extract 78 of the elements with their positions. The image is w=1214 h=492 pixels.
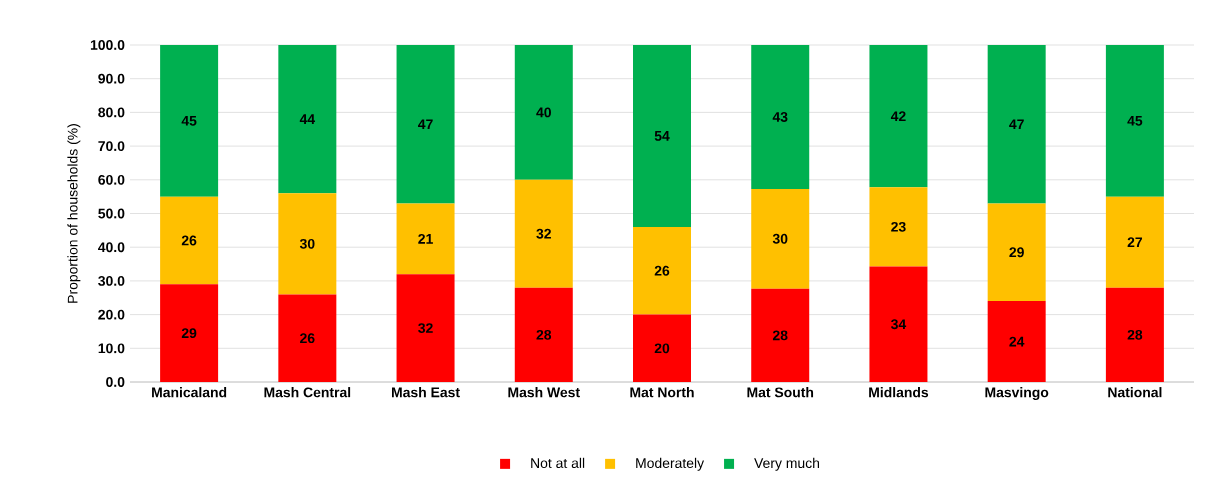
legend-label: Not at all (531, 457, 585, 468)
bar (1105, 196, 1164, 288)
y-tick-label: 50.0 (98, 208, 125, 219)
x-tick-label: Mat North (630, 387, 694, 398)
bar (514, 45, 573, 180)
data-label: 28 (1127, 329, 1143, 340)
data-label: 28 (536, 329, 552, 340)
x-tick-label: Manicaland (152, 387, 227, 398)
data-label: 26 (300, 333, 315, 344)
legend-label: Moderately (636, 457, 705, 471)
bar (987, 301, 1046, 382)
data-label: 40 (536, 107, 551, 118)
data-label: 21 (418, 233, 433, 244)
y-tick-label: 40.0 (98, 242, 125, 253)
bar (633, 314, 691, 382)
data-label: 47 (1009, 119, 1024, 129)
y-tick-label: 30.0 (98, 275, 125, 286)
data-label: 34 (891, 319, 907, 330)
bar (278, 294, 337, 382)
y-tick-label: 60.0 (98, 174, 125, 185)
y-tick-label: 70.0 (98, 141, 125, 152)
bar (987, 203, 1046, 302)
data-label: 24 (1009, 336, 1025, 347)
bar (751, 188, 810, 289)
bar (278, 193, 337, 295)
bar (751, 288, 810, 382)
data-label: 23 (891, 221, 906, 232)
data-label: 44 (299, 114, 316, 124)
x-tick-label: Mat South (747, 387, 814, 398)
y-tick-label: 20.0 (98, 309, 125, 320)
bar (869, 45, 928, 188)
y-tick-label: 80.0 (98, 107, 125, 118)
data-label: 29 (1009, 247, 1024, 258)
bar (869, 266, 928, 382)
data-label: 32 (418, 323, 433, 334)
bar (396, 45, 455, 204)
y-tick-label: 0.0 (106, 377, 125, 387)
bar (160, 284, 219, 382)
x-tick-label: Mash Central (264, 387, 351, 398)
x-tick-label: National (1108, 387, 1162, 398)
bar (396, 274, 455, 382)
data-label: 28 (772, 330, 788, 341)
data-label: 54 (654, 131, 670, 141)
bar (278, 45, 337, 194)
data-label: 27 (1127, 237, 1143, 248)
bar (987, 45, 1046, 204)
data-label: 47 (418, 119, 433, 129)
data-label: 29 (181, 328, 197, 339)
y-tick-label: 100.0 (90, 40, 125, 50)
y-tick-label: 10.0 (98, 343, 125, 354)
data-label: 42 (890, 111, 906, 121)
bar (1105, 45, 1164, 197)
data-label: 43 (772, 112, 788, 122)
bar (633, 226, 691, 315)
data-label: 26 (181, 235, 197, 246)
bar (514, 179, 573, 288)
x-tick-label: Mash West (508, 387, 580, 398)
bar (751, 45, 810, 189)
y-axis-title: Proportion of households (%) (67, 124, 81, 303)
x-tick-label: Masvingo (985, 387, 1049, 401)
data-label: 45 (181, 115, 197, 126)
bar (1105, 287, 1164, 382)
bar (396, 203, 455, 275)
data-label: 30 (772, 233, 788, 244)
data-label: 45 (1127, 115, 1143, 126)
data-label: 20 (654, 343, 670, 354)
y-tick-label: 90.0 (98, 73, 125, 84)
bar (160, 45, 219, 197)
legend-label: Very much (754, 457, 820, 471)
bar (633, 45, 691, 227)
bar (160, 196, 219, 285)
bar (869, 187, 928, 267)
x-tick-label: Mash East (392, 387, 460, 398)
bar (514, 287, 573, 382)
data-label: 30 (299, 238, 315, 249)
data-label: 26 (654, 265, 670, 276)
x-tick-label: Midlands (869, 387, 929, 398)
data-label: 32 (536, 228, 551, 239)
